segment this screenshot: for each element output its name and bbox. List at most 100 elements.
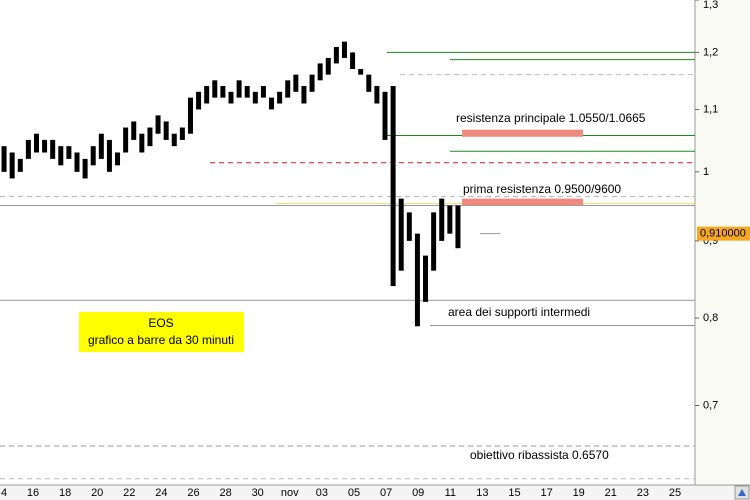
x-tick-label: 4 (1, 487, 7, 499)
x-tick-label: 03 (316, 487, 328, 499)
last-price-label: 0,910000 (700, 228, 746, 240)
price-bar (66, 146, 72, 159)
price-bar (341, 41, 347, 58)
annotation: area dei supporti intermedi (448, 305, 590, 319)
x-tick-label: 19 (573, 487, 585, 499)
price-bar (90, 146, 96, 166)
price-bar (374, 86, 380, 104)
x-tick-label: 28 (219, 487, 231, 499)
price-bar (439, 198, 445, 241)
price-bar (98, 133, 104, 159)
price-bar (406, 212, 412, 241)
x-tick-label: 05 (348, 487, 360, 499)
price-bar (17, 158, 23, 172)
price-bar (9, 152, 15, 179)
price-bar (106, 139, 112, 172)
price-bar (236, 80, 242, 98)
y-tick-label: 1 (703, 166, 709, 178)
price-bar (155, 115, 161, 134)
x-tick-label: 11 (445, 487, 456, 499)
x-tick-label: 21 (605, 487, 617, 499)
x-tick-label: 23 (637, 487, 649, 499)
x-tick-label: 24 (155, 487, 167, 499)
price-bar (204, 86, 210, 104)
price-bar (58, 146, 64, 166)
price-bar (431, 212, 437, 271)
y-axis-panel (695, 0, 750, 485)
price-bar (414, 233, 420, 327)
price-bar (350, 52, 356, 70)
price-bar (147, 127, 153, 147)
price-bar (447, 205, 453, 234)
x-tick-label: 30 (252, 487, 264, 499)
price-bar (25, 139, 31, 159)
price-bar (309, 74, 315, 92)
y-tick-label: 1,1 (703, 103, 718, 115)
x-tick-label: 07 (380, 487, 392, 499)
price-bar (293, 74, 299, 92)
price-bar (358, 69, 364, 75)
price-bar (115, 152, 121, 166)
chart-subtitle: grafico a barre da 30 minuti (88, 333, 234, 347)
price-bar (179, 127, 185, 140)
price-bar (196, 91, 202, 110)
price-bar (212, 80, 218, 98)
price-bar (252, 91, 258, 104)
price-bar (74, 152, 80, 172)
price-bar (260, 86, 266, 98)
annotation: obiettivo ribassista 0.6570 (470, 448, 609, 462)
price-bar (301, 86, 307, 104)
y-tick-label: 0,8 (703, 312, 718, 324)
x-tick-label: 18 (59, 487, 71, 499)
x-tick-label: 17 (540, 487, 552, 499)
price-bar (139, 133, 145, 153)
x-tick-label: nov (281, 487, 299, 499)
price-bar (382, 91, 388, 140)
price-bar (220, 86, 226, 98)
price-bar (285, 80, 291, 98)
y-tick-label: 0,7 (703, 399, 718, 411)
price-bar (187, 97, 193, 134)
price-bar (398, 198, 404, 271)
price-bar (82, 158, 88, 179)
price-bar (333, 46, 339, 64)
price-bar (42, 139, 48, 153)
title-box (79, 312, 244, 352)
price-bar (163, 121, 169, 140)
price-bar (50, 139, 56, 159)
price-bar (423, 255, 429, 302)
x-tick-label: 20 (91, 487, 103, 499)
price-bar (277, 91, 283, 104)
annotation: prima resistenza 0.9500/9600 (463, 182, 621, 196)
price-bar (244, 86, 250, 98)
y-tick-label: 1,3 (703, 0, 718, 11)
price-bar (228, 91, 234, 104)
scroll-icon (738, 489, 746, 496)
x-tick-label: 16 (27, 487, 39, 499)
price-bar (390, 86, 396, 287)
price-bar (123, 127, 129, 153)
price-bar (317, 63, 323, 81)
x-axis-panel (0, 485, 750, 500)
x-tick-label: 22 (123, 487, 135, 499)
last-price-box (697, 226, 750, 241)
x-tick-label: 09 (412, 487, 424, 499)
x-tick-label: 25 (669, 487, 681, 499)
price-bar (1, 146, 7, 172)
chart-title: EOS (148, 316, 173, 330)
price-bar (171, 133, 177, 147)
price-bar (131, 121, 137, 140)
annotation: resistenza principale 1.0550/1.0665 (456, 111, 646, 125)
price-bar (325, 57, 331, 75)
x-tick-label: 13 (476, 487, 488, 499)
resistance-zone (462, 129, 583, 137)
price-bar (269, 97, 275, 110)
price-bar (33, 133, 39, 153)
price-bar (366, 74, 372, 92)
x-tick-label: 26 (187, 487, 199, 499)
price-bar (455, 205, 461, 249)
resistance-zone (462, 198, 583, 206)
y-tick-label: 1,2 (703, 46, 718, 58)
